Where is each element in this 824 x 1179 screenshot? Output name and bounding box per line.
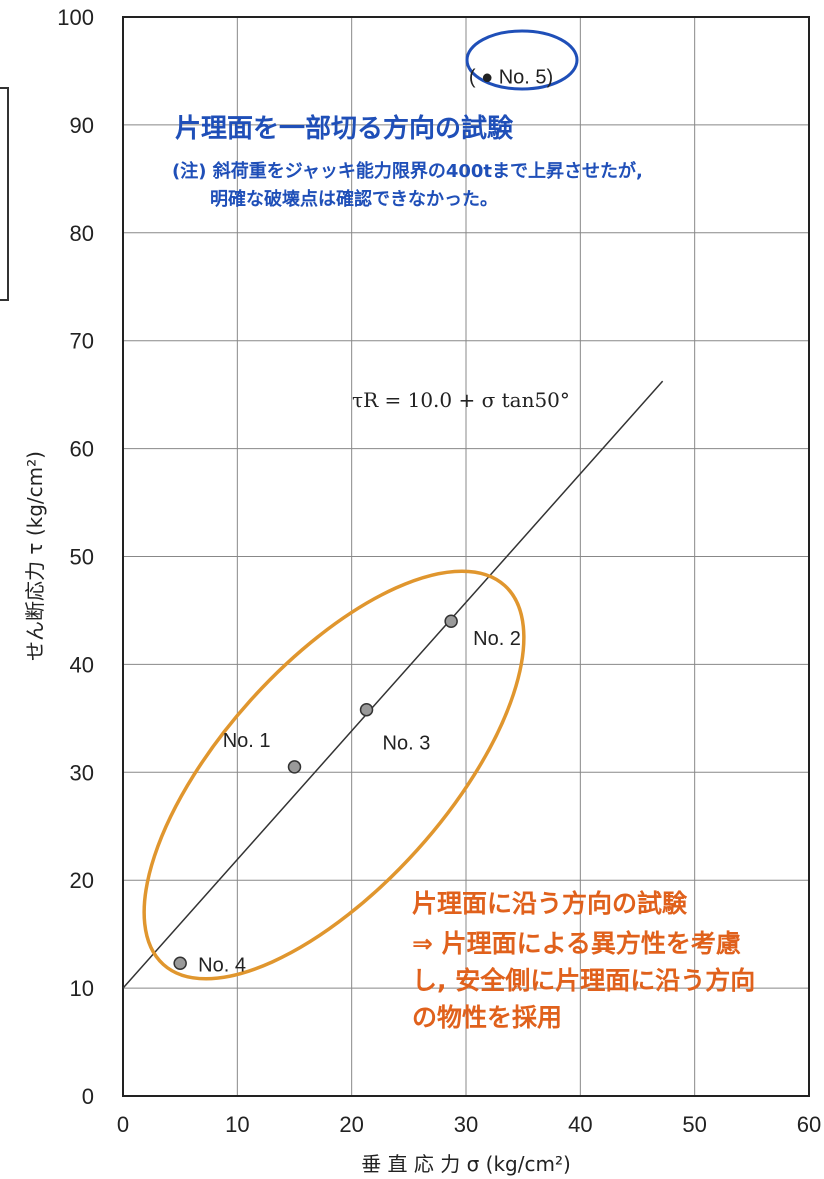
orange-ellipse <box>142 569 526 981</box>
x-tick-label: 50 <box>682 1112 706 1137</box>
margin-bracket <box>0 87 9 301</box>
blue-title: 片理面を一部切る方向の試験 <box>175 113 514 144</box>
orange-line-3: の物性を採用 <box>412 1003 562 1032</box>
data-point <box>173 956 187 971</box>
x-tick-label: 10 <box>225 1112 249 1137</box>
y-tick-label: 100 <box>57 5 94 30</box>
x-axis-title: 垂 直 応 力 σ (kg/cm²) <box>361 1152 571 1176</box>
y-tick-label: 70 <box>70 329 94 354</box>
y-tick-label: 0 <box>82 1084 94 1109</box>
fit-equation: τR = 10.0 + σ tan50° <box>352 388 570 412</box>
blue-note-2: 明確な破壊点は確認できなかった。 <box>210 188 498 210</box>
point-label: No. 3 <box>383 733 431 755</box>
x-tick-labels: 0 10 20 30 40 50 60 <box>117 1112 821 1137</box>
y-tick-label: 80 <box>70 221 94 246</box>
plot-frame <box>122 16 810 1097</box>
orange-title: 片理面に沿う方向の試験 <box>412 889 688 918</box>
y-axis-title: せん断応力 τ (kg/cm²) <box>23 451 47 661</box>
y-tick-label: 60 <box>70 437 94 462</box>
x-tick-label: 40 <box>568 1112 592 1137</box>
fit-line <box>122 380 664 989</box>
orange-line-2: し, 安全側に片理面に沿う方向 <box>412 966 755 995</box>
point-label: ( ● No. 5) <box>469 66 553 88</box>
y-tick-label: 30 <box>70 760 94 785</box>
y-tick-label: 90 <box>70 113 94 138</box>
x-tick-label: 60 <box>797 1112 821 1137</box>
orange-line-1: ⇒ 片理面による異方性を考慮 <box>412 929 741 958</box>
point-label: No. 2 <box>473 628 521 650</box>
data-point <box>287 760 302 774</box>
x-tick-label: 20 <box>339 1112 363 1137</box>
data-point <box>444 614 458 628</box>
y-tick-labels: 0 10 20 30 40 50 60 70 80 90 100 <box>57 5 94 1109</box>
y-tick-label: 50 <box>70 545 94 570</box>
y-tick-label: 40 <box>70 652 94 677</box>
data-points: No. 1 No. 2 No. 3 No. 4 ( ● No. 5) <box>173 66 553 976</box>
x-tick-label: 30 <box>454 1112 478 1137</box>
point-label: No. 4 <box>198 954 246 976</box>
y-tick-label: 10 <box>70 976 94 1001</box>
data-point <box>359 702 374 717</box>
blue-ellipse <box>465 29 579 91</box>
point-label: No. 1 <box>223 730 271 752</box>
blue-note-1: (注) 斜荷重をジャッキ能力限界の400tまで上昇させたが, <box>172 160 643 182</box>
y-tick-label: 20 <box>70 868 94 893</box>
x-tick-label: 0 <box>117 1112 129 1137</box>
